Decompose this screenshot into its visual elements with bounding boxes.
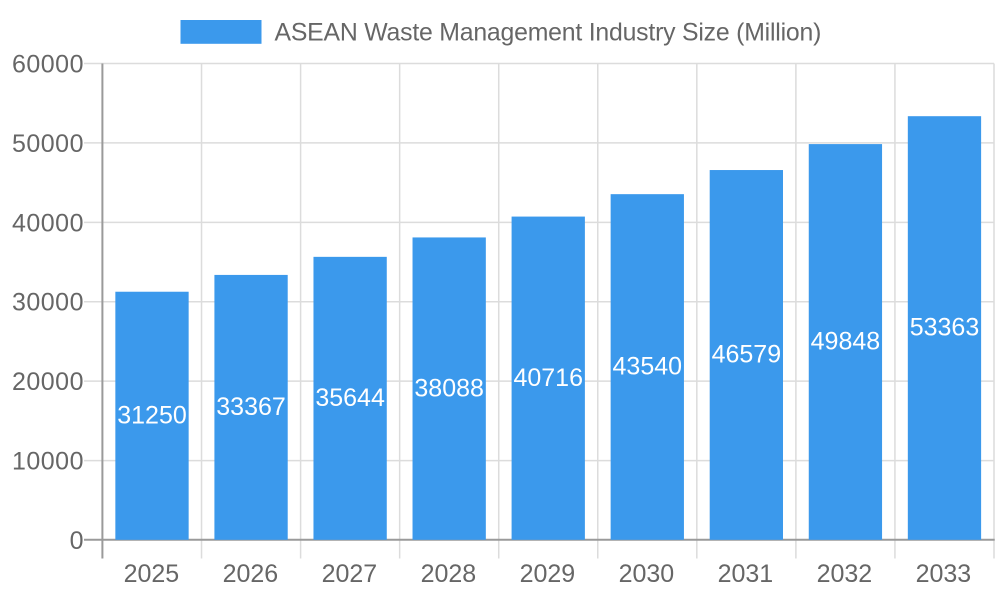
svg-text:10000: 10000 (12, 448, 84, 476)
svg-text:33367: 33367 (216, 393, 286, 421)
svg-text:2033: 2033 (916, 560, 972, 588)
svg-text:20000: 20000 (12, 368, 84, 396)
svg-text:2027: 2027 (322, 560, 378, 588)
svg-text:2030: 2030 (619, 560, 675, 588)
svg-text:53363: 53363 (910, 314, 980, 342)
svg-text:35644: 35644 (315, 384, 385, 412)
svg-text:40000: 40000 (12, 209, 84, 237)
svg-text:2026: 2026 (223, 560, 279, 588)
svg-text:2025: 2025 (124, 560, 180, 588)
svg-text:2029: 2029 (520, 560, 576, 588)
svg-text:2031: 2031 (718, 560, 774, 588)
svg-text:2032: 2032 (817, 560, 873, 588)
svg-text:46579: 46579 (712, 341, 782, 369)
svg-text:50000: 50000 (12, 130, 84, 158)
svg-text:2028: 2028 (421, 560, 477, 588)
svg-text:43540: 43540 (613, 353, 683, 381)
svg-text:ASEAN Waste Management Industr: ASEAN Waste Management Industry Size (Mi… (275, 20, 822, 47)
svg-text:31250: 31250 (117, 402, 187, 430)
svg-text:40716: 40716 (513, 364, 583, 392)
svg-text:60000: 60000 (12, 51, 84, 79)
svg-text:0: 0 (70, 527, 84, 555)
svg-text:30000: 30000 (12, 289, 84, 317)
svg-text:38088: 38088 (414, 374, 484, 402)
svg-text:49848: 49848 (811, 328, 881, 356)
